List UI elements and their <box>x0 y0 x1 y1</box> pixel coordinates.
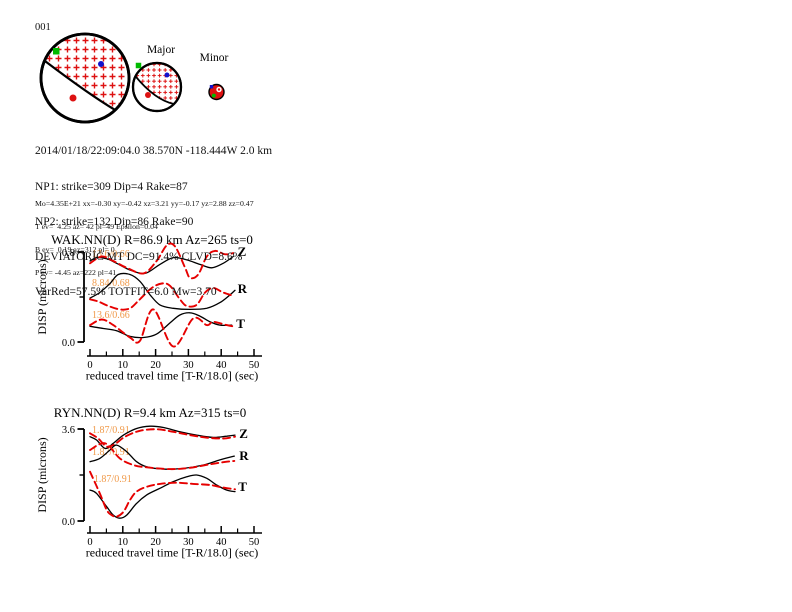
strike-marker <box>53 48 60 55</box>
plot-title: RYN.NN(D) R=9.4 km Az=315 ts=0 <box>54 405 246 420</box>
np1-line: NP1: strike=309 Dip=4 Rake=87 <box>35 180 188 193</box>
component-label-R: R <box>239 448 249 463</box>
p-axis-marker <box>217 88 221 91</box>
beachball-minor-clvd <box>208 83 225 101</box>
t-axis-marker <box>98 61 104 67</box>
moment-tensor-line: Mo=4.35E+21 xx=-0.30 xy=-0.42 xz=3.21 yy… <box>35 199 254 209</box>
component-label-T: T <box>238 479 247 494</box>
trace-Z-synthetic <box>89 428 236 448</box>
y-axis-label: DISP (microns) <box>35 259 49 334</box>
x-axis-label: reduced travel time [T-R/18.0] (sec) <box>86 546 259 560</box>
trace-Z-observed <box>89 255 234 275</box>
x-tick-label: 30 <box>183 360 194 371</box>
x-tick-label: 30 <box>183 537 194 548</box>
beachball-full-mt <box>39 32 131 124</box>
trace-R-synthetic <box>89 282 235 311</box>
figure-id-label: 001 <box>35 22 51 33</box>
strike-marker <box>135 62 142 69</box>
mt-details-block: Mo=4.35E+21 xx=-0.30 xy=-0.42 xz=3.21 yy… <box>35 185 254 291</box>
event-summary-block: 2014/01/18/22:09:04.0 38.570N -118.444W … <box>35 123 272 322</box>
component-label-Z: Z <box>239 426 248 441</box>
y-tick-label: 0.0 <box>62 517 75 528</box>
compressional-quadrant <box>44 33 130 110</box>
trace-R-observed <box>89 272 236 311</box>
trace-T-observed <box>89 474 236 519</box>
x-tick-label: 50 <box>249 360 260 371</box>
x-tick-label: 10 <box>118 537 129 548</box>
trace-R-synthetic <box>89 442 236 471</box>
y-tick-label: 0.8 <box>62 248 75 259</box>
x-tick-label: 20 <box>150 537 161 548</box>
amplitude-fit-annotation: 1.87/0.91 <box>92 447 130 458</box>
fit-line: VarRed=57.5% TOTFIT=6.0 Mw=3.70 <box>35 285 217 298</box>
component-label-Z: Z <box>238 244 247 259</box>
amplitude-fit-annotation: 8.84/0.68 <box>92 278 130 289</box>
amplitude-fit-annotation: 1.87/0.91 <box>94 474 132 485</box>
trace-Z-synthetic <box>89 242 235 280</box>
x-tick-label: 0 <box>87 537 92 548</box>
component-label-T: T <box>236 316 245 331</box>
strike-marker <box>211 93 216 98</box>
origin-line: 2014/01/18/22:09:04.0 38.570N -118.444W … <box>35 145 273 158</box>
beachball-rim <box>39 32 131 124</box>
plot-title: WAK.NN(D) R=86.9 km Az=265 ts=0 <box>51 232 253 247</box>
trace-T-observed <box>89 312 233 339</box>
beachball-major-dc <box>131 61 183 113</box>
x-tick-label: 40 <box>216 360 227 371</box>
b-axis-line: B ev= 0.19 az=312 pl= 0 <box>35 244 115 254</box>
trace-T-synthetic <box>89 470 236 518</box>
y-tick-label: 0.0 <box>62 338 75 349</box>
amplitude-fit-annotation: 13.6/0.66 <box>92 310 130 321</box>
x-tick-label: 10 <box>118 360 129 371</box>
t-axis-line: T ev= 4.25 az= 42 pl=49 Epsilon=0.04 <box>35 221 158 231</box>
nodal-plane <box>43 59 116 111</box>
compressional-quadrant <box>135 63 181 104</box>
y-axis-label: DISP (microns) <box>35 437 49 512</box>
p-axis-marker <box>69 94 77 102</box>
trace-T-synthetic <box>89 308 235 348</box>
major-beachball-label: Major <box>147 44 175 56</box>
minor-beachball-label: Minor <box>200 52 229 64</box>
nodal-plane <box>134 75 175 105</box>
x-tick-label: 20 <box>150 360 161 371</box>
component-label-R: R <box>238 281 248 296</box>
amplitude-fit-annotation: 1.87/0.91 <box>92 425 130 436</box>
p-axis-line: P ev= -4.45 az=222 pl=41 <box>35 267 117 277</box>
beachball-rim <box>131 61 183 113</box>
np2-line: NP2: strike=132 Dip=86 Rake=90 <box>35 215 194 228</box>
x-tick-label: 40 <box>216 537 227 548</box>
x-axis-label: reduced travel time [T-R/18.0] (sec) <box>86 369 259 383</box>
p-axis-marker <box>145 92 151 98</box>
x-tick-label: 0 <box>87 360 92 371</box>
mt-type-line: DEVIATORIC MT DC=91.4% CLVD=8.6% <box>35 250 243 263</box>
t-axis-marker <box>164 72 170 78</box>
y-tick-label: 3.6 <box>62 425 75 436</box>
amplitude-fit-annotation: 13.6/0.66 <box>92 249 130 260</box>
t-axis-marker <box>209 85 214 89</box>
x-tick-label: 50 <box>249 537 260 548</box>
